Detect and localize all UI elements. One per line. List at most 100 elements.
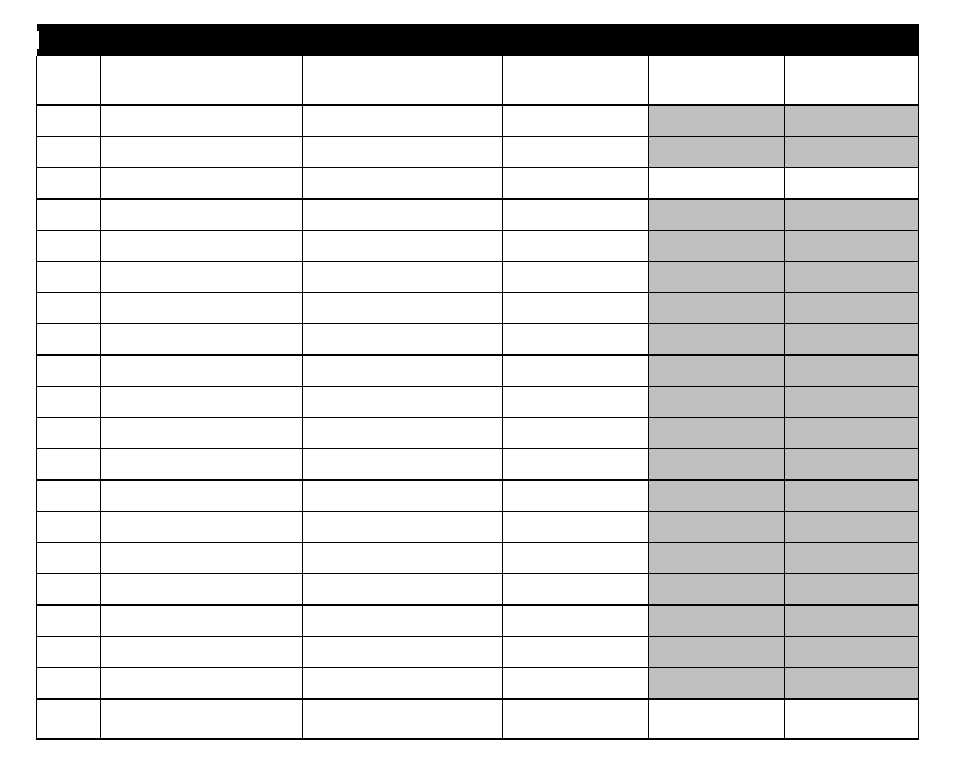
table-cell [37,480,101,512]
table-cell [785,418,919,449]
table-cell [37,668,101,700]
table-cell [303,231,503,262]
table-cell [101,543,303,574]
table-cell [303,574,503,606]
table-cell [101,262,303,293]
table-cell [303,480,503,512]
table-row [37,480,919,512]
table-cell [503,199,649,231]
table-cell [649,574,785,606]
table-cell [503,105,649,137]
table-cell [101,512,303,543]
table-row [37,168,919,200]
table-cell [101,293,303,324]
data-table [36,24,919,740]
table-cell [785,512,919,543]
table-title-cell [37,24,919,56]
table-cell [101,605,303,637]
table-cell [503,605,649,637]
table-cell [785,543,919,574]
table-cell [649,480,785,512]
table-cell [303,262,503,293]
column-header [503,56,649,105]
table-cell [101,324,303,356]
table-row [37,324,919,356]
table-cell [37,387,101,418]
table-cell [649,231,785,262]
page [0,0,954,764]
table-cell [649,418,785,449]
column-header [785,56,919,105]
table-row [37,199,919,231]
footer-cell [785,699,919,739]
table-cell [37,293,101,324]
table-row [37,574,919,606]
table-cell [101,637,303,668]
table-cell [503,168,649,200]
table-cell [303,449,503,481]
column-header [101,56,303,105]
column-header [303,56,503,105]
table-cell [785,293,919,324]
table-cell [101,449,303,481]
table-cell [37,449,101,481]
table-cell [503,355,649,387]
table-cell [303,324,503,356]
table-row [37,355,919,387]
table-cell [785,355,919,387]
table-row [37,231,919,262]
table-cell [785,137,919,168]
footer-cell [503,699,649,739]
table-cell [303,418,503,449]
table-cell [785,387,919,418]
table-cell [37,137,101,168]
footer-cell [303,699,503,739]
table-cell [37,231,101,262]
table-cell [303,199,503,231]
table-cell [785,574,919,606]
table-cell [503,137,649,168]
table-cell [303,168,503,200]
table-cell [303,355,503,387]
table-cell [649,668,785,700]
table-body [37,24,919,739]
table-cell [785,199,919,231]
table-cell [37,605,101,637]
table-cell [785,668,919,700]
table-cell [101,231,303,262]
table-row [37,637,919,668]
table-cell [649,637,785,668]
table-cell [303,605,503,637]
table-cell [37,543,101,574]
table-cell [303,637,503,668]
table-row [37,387,919,418]
table-cell [37,105,101,137]
table-footer-row [37,699,919,739]
table-cell [785,605,919,637]
table-cell [37,199,101,231]
footer-cell [37,699,101,739]
table-cell [101,355,303,387]
table-cell [101,137,303,168]
title-cursor-bar [37,31,39,49]
table-row [37,418,919,449]
table-cell [303,137,503,168]
table-title-row [37,24,919,56]
table-cell [101,418,303,449]
table-cell [303,293,503,324]
table-cell [503,387,649,418]
footer-cell [649,699,785,739]
column-header [649,56,785,105]
table-row [37,262,919,293]
table-row [37,605,919,637]
table-cell [649,105,785,137]
table-cell [503,668,649,700]
table-cell [649,137,785,168]
footer-cell [101,699,303,739]
table-row [37,293,919,324]
table-cell [503,480,649,512]
table-cell [101,480,303,512]
table-cell [649,449,785,481]
table-row [37,105,919,137]
table-row [37,137,919,168]
